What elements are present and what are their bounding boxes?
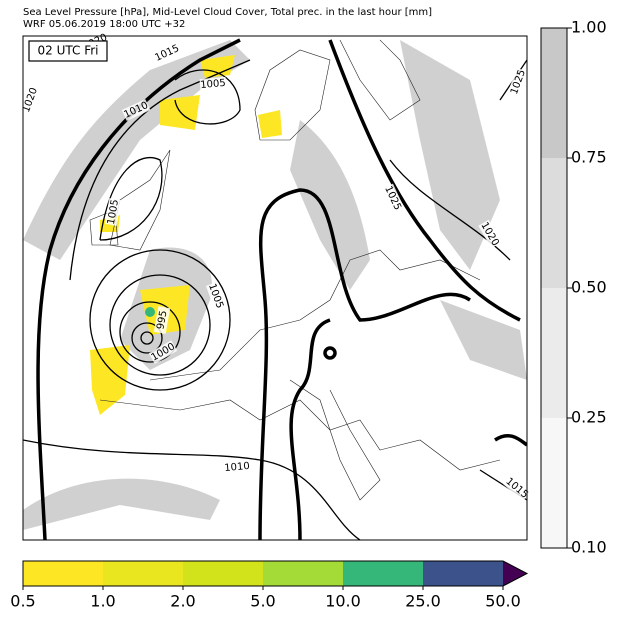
colorbar-tick-label: 2.0 <box>170 592 195 611</box>
colorbar-segment <box>343 561 423 586</box>
isobar-label-bg <box>507 67 529 97</box>
isobar-label-bg <box>152 42 182 64</box>
isobar-label-bg <box>223 459 251 475</box>
colorbar-tick-label: 0.5 <box>10 592 35 611</box>
colorbar-tick-label: 0.10 <box>571 538 607 557</box>
isobar-label: 1005 <box>106 199 121 226</box>
time-label: 02 UTC Fri <box>38 44 99 58</box>
isobar-label-bg <box>382 183 404 213</box>
colorbar-segment <box>263 561 343 586</box>
isobar-label-bg <box>153 306 171 334</box>
isobar-label: 1010 <box>224 461 250 474</box>
isobar-label-bg <box>478 219 502 249</box>
cloud-colorbar: 0.10 0.25 0.50 0.75 1.00 <box>540 18 607 557</box>
colorbar-tick-label: 50.0 <box>485 592 521 611</box>
precip-colorbar: 0.5 1.0 2.0 5.0 10.0 25.0 50.0 <box>10 560 529 611</box>
colorbar-frame <box>22 560 529 587</box>
colorbar-segment <box>103 561 183 586</box>
map-frame <box>22 35 528 541</box>
isobar-label-bg <box>19 85 41 115</box>
colorbar-segment <box>541 28 567 158</box>
colorbar-segment <box>183 561 263 586</box>
map-area <box>23 36 527 540</box>
isobar-label-bg <box>199 76 227 92</box>
colorbar-tick-label: 0.75 <box>571 148 607 167</box>
colorbar-extension <box>503 561 527 586</box>
colorbar-segment <box>541 288 567 418</box>
colorbar-tick-label: 1.00 <box>571 18 607 37</box>
isobar-label-bg <box>503 475 531 501</box>
colorbar-tick-label: 0.50 <box>571 278 607 297</box>
colorbar-segment <box>423 561 503 586</box>
subtitle: WRF 05.06.2019 18:00 UTC +32 <box>23 19 185 30</box>
colorbar-segment <box>541 158 567 288</box>
colorbar-tick-label: 5.0 <box>250 592 275 611</box>
colorbar-tick-label: 25.0 <box>405 592 441 611</box>
colorbar-tick-label: 0.25 <box>571 408 607 427</box>
isobar-label: 1005 <box>200 78 226 91</box>
colorbar-segment <box>23 561 103 586</box>
time-label-box <box>28 40 108 62</box>
title: Sea Level Pressure [hPa], Mid-Level Clou… <box>23 7 432 18</box>
isobar-label-bg <box>205 281 227 311</box>
isobar-label-bg <box>148 340 178 364</box>
colorbar-tick-label: 1.0 <box>90 592 115 611</box>
colorbar-segment <box>541 418 567 548</box>
isobar-label: 995 <box>155 310 169 331</box>
isobar-label-bg <box>104 198 122 226</box>
isobar-label-bg <box>121 99 151 121</box>
colorbar-tick-label: 10.0 <box>325 592 361 611</box>
